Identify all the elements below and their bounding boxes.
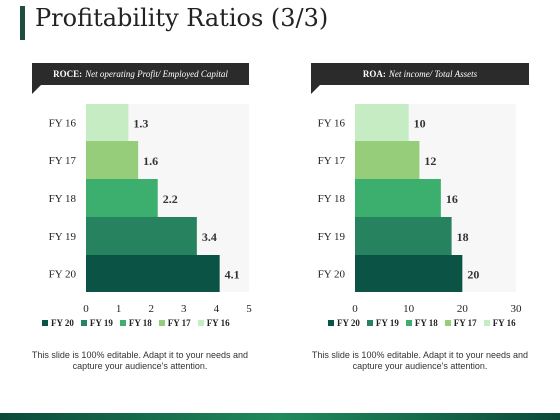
- roa-caption: This slide is 100% editable. Adapt it to…: [311, 350, 529, 371]
- roce-legend-swatch: [42, 320, 48, 326]
- roce-bar-fy-19: [86, 217, 197, 255]
- roce-data-label: 2.2: [163, 192, 178, 206]
- roa-bar-fy-18: [355, 179, 441, 217]
- roce-legend-item: FY 18: [119, 318, 152, 328]
- title-accent-bar: [20, 6, 25, 40]
- roce-legend-item: FY 16: [197, 318, 230, 328]
- roce-legend-swatch: [197, 320, 204, 326]
- roa-legend-label: FY 20: [337, 318, 360, 328]
- roce-data-label: 3.4: [202, 230, 217, 244]
- roce-data-label: 4.1: [225, 268, 240, 282]
- roa-x-tick-label: 30: [511, 303, 523, 315]
- roce-data-label: 1.6: [143, 154, 158, 168]
- roce-bar-fy-16: [86, 104, 129, 141]
- roce-category-label: FY 19: [49, 231, 77, 243]
- roce-bar-fy-17: [86, 141, 139, 179]
- roa-legend: FY 20 FY 19 FY 18 FY 17 FY 16: [328, 318, 516, 328]
- roa-legend-swatch: [405, 320, 412, 326]
- roce-category-label: FY 20: [49, 269, 77, 281]
- roce-data-label: 1.3: [133, 117, 148, 131]
- roa-legend-swatch: [444, 320, 451, 326]
- roa-legend-label: FY 19: [375, 318, 399, 328]
- roa-category-label: FY 20: [318, 269, 346, 281]
- roa-x-tick-label: 20: [457, 303, 469, 315]
- roa-category-label: FY 18: [318, 193, 346, 205]
- roa-legend-item: FY 17: [444, 318, 477, 328]
- roce-bar-fy-20: [86, 255, 220, 292]
- roce-bar-fy-18: [86, 179, 158, 217]
- roa-x-tick-label: 10: [403, 303, 415, 315]
- roa-legend-swatch: [366, 320, 373, 326]
- roce-legend-swatch: [119, 320, 126, 326]
- page-title: Profitability Ratios (3/3): [35, 4, 329, 32]
- roa-legend-item: FY 16: [483, 318, 516, 328]
- roa-legend-swatch: [483, 320, 490, 326]
- roce-header-label: ROCE:: [53, 69, 83, 79]
- roce-x-tick-label: 4: [214, 303, 220, 315]
- roce-legend-label: FY 20: [51, 318, 74, 328]
- roa-legend-label: FY 18: [414, 318, 438, 328]
- roce-x-tick-label: 2: [148, 303, 154, 315]
- roa-bar-fy-20: [355, 255, 463, 292]
- roce-legend: FY 20 FY 19 FY 18 FY 17 FY 16: [42, 318, 230, 328]
- roa-data-label: 10: [414, 117, 426, 131]
- roa-x-tick-label: 0: [352, 303, 358, 315]
- roa-legend-item: FY 18: [405, 318, 438, 328]
- roa-bar-fy-19: [355, 217, 452, 255]
- roa-data-label: 18: [457, 230, 469, 244]
- roce-header: ROCE: Net operating Profit/ Employed Cap…: [32, 63, 249, 94]
- roa-legend-item: FY 20: [328, 318, 360, 328]
- roa-data-label: 16: [446, 192, 458, 206]
- roa-legend-label: FY 16: [492, 318, 516, 328]
- roa-legend-item: FY 19: [366, 318, 399, 328]
- roce-legend-label: FY 19: [89, 318, 113, 328]
- roce-legend-item: FY 17: [158, 318, 191, 328]
- roa-legend-label: FY 17: [453, 318, 477, 328]
- roa-legend-swatch: [328, 320, 334, 326]
- roce-x-tick-label: 0: [83, 303, 89, 315]
- roce-legend-item: FY 20: [42, 318, 74, 328]
- roce-category-label: FY 18: [49, 193, 77, 205]
- roce-category-label: FY 17: [49, 155, 77, 167]
- roce-category-label: FY 16: [49, 118, 77, 130]
- roa-data-label: 12: [424, 154, 436, 168]
- roa-header-formula: Net income/ Total Assets: [388, 69, 478, 79]
- roa-category-label: FY 16: [318, 118, 346, 130]
- roce-legend-item: FY 19: [80, 318, 113, 328]
- roa-category-label: FY 17: [318, 155, 346, 167]
- roa-header: ROA: Net income/ Total Assets: [311, 63, 529, 94]
- roce-legend-label: FY 18: [128, 318, 152, 328]
- roce-legend-swatch: [80, 320, 87, 326]
- roa-bar-fy-17: [355, 141, 420, 179]
- roce-x-tick-label: 3: [181, 303, 187, 315]
- footer-bar: [0, 413, 560, 420]
- roce-x-tick-label: 5: [246, 303, 252, 315]
- roce-legend-label: FY 17: [167, 318, 191, 328]
- roce-legend-label: FY 16: [206, 318, 230, 328]
- roa-bar-fy-16: [355, 104, 409, 141]
- roce-header-formula: Net operating Profit/ Employed Capital: [85, 69, 228, 79]
- roce-legend-swatch: [158, 320, 165, 326]
- roce-caption: This slide is 100% editable. Adapt it to…: [31, 350, 249, 371]
- roa-data-label: 20: [467, 268, 479, 282]
- roa-header-label: ROA:: [362, 69, 386, 79]
- roa-category-label: FY 19: [318, 231, 346, 243]
- roce-x-tick-label: 1: [116, 303, 122, 315]
